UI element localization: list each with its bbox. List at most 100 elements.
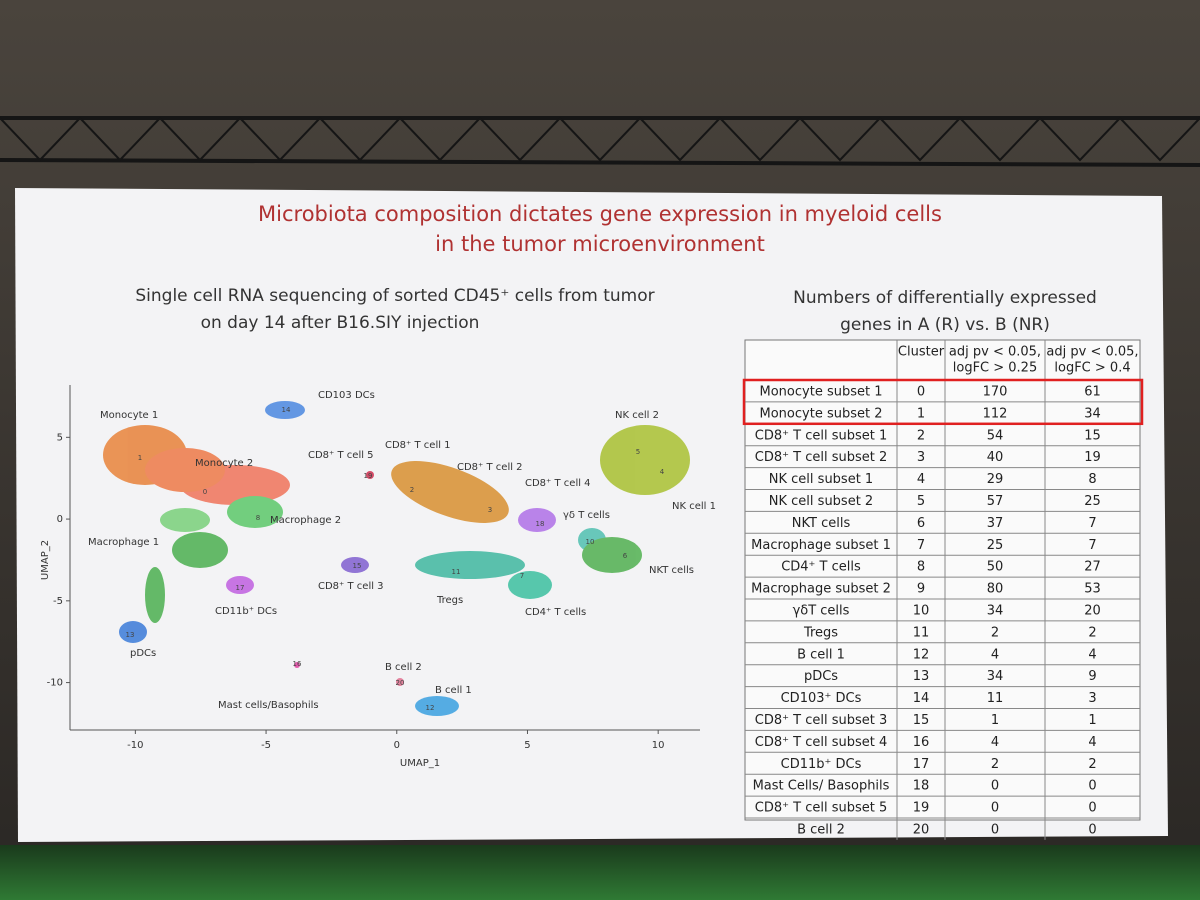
- table-cell: CD8⁺ T cell subset 2: [755, 450, 887, 465]
- y-tick-label: 5: [57, 432, 63, 443]
- cluster-number: 17: [236, 584, 245, 592]
- highlight-box: [742, 378, 1144, 426]
- table-cell: 20: [913, 822, 930, 837]
- cluster-number: 15: [353, 562, 362, 570]
- table-cell: 40: [987, 450, 1004, 465]
- table-cell: 2: [991, 757, 999, 772]
- table-cell: 19: [1084, 450, 1101, 465]
- table-cell: 50: [987, 560, 1004, 575]
- cluster-number: 0: [203, 488, 207, 496]
- table-cell: 57: [987, 494, 1004, 509]
- table-cell: 3: [1088, 691, 1096, 706]
- table-cell: 13: [913, 669, 930, 684]
- y-tick-label: -10: [47, 678, 63, 689]
- cluster-label: B cell 2: [385, 662, 422, 673]
- table-cell: 11: [987, 691, 1004, 706]
- subtitle: Single cell RNA sequencing of sorted CD4…: [135, 286, 654, 306]
- y-tick-label: -5: [53, 596, 63, 607]
- table-cell: 37: [987, 516, 1004, 531]
- cluster-label: Monocyte 1: [100, 410, 158, 421]
- cluster-label: CD8⁺ T cell 5: [308, 450, 374, 461]
- table-cell: 11: [913, 625, 930, 640]
- table-cell: 6: [917, 516, 925, 531]
- table-cell: 15: [1084, 428, 1101, 443]
- cluster-label: CD4⁺ T cells: [525, 607, 586, 618]
- table-cell: 4: [1088, 647, 1096, 662]
- table-cell: 10: [913, 603, 930, 618]
- cluster-label: Mast cells/Basophils: [218, 700, 319, 711]
- table-cell: 0: [991, 801, 999, 816]
- table-cell: 5: [917, 494, 925, 509]
- table-cell: CD4⁺ T cells: [781, 560, 861, 575]
- cluster-number: 5: [636, 448, 640, 456]
- table-cell: 34: [1084, 406, 1101, 421]
- table-cell: CD8⁺ T cell subset 1: [755, 428, 887, 443]
- table-header: adj pv < 0.05,: [1046, 345, 1138, 360]
- cluster-number: 12: [426, 704, 435, 712]
- table-cell: NKT cells: [792, 516, 851, 531]
- x-tick-label: 10: [652, 740, 665, 751]
- table-cell: 15: [913, 713, 930, 728]
- table-cell: 7: [1088, 516, 1096, 531]
- cluster-label: CD8⁺ T cell 2: [457, 462, 523, 473]
- table-cell: B cell 2: [797, 822, 845, 837]
- table-cell: 25: [987, 538, 1004, 553]
- cluster-label: Macrophage 2: [270, 515, 341, 526]
- cluster-label: NK cell 1: [672, 501, 716, 512]
- table-cell: 20: [1084, 603, 1101, 618]
- cluster-label: NK cell 2: [615, 410, 659, 421]
- subtitle: on day 14 after B16.SIY injection: [201, 313, 480, 333]
- table-cell: 4: [1088, 735, 1096, 750]
- table-cell: 0: [991, 822, 999, 837]
- table-cell: CD8⁺ T cell subset 3: [755, 713, 887, 728]
- table-cell: 4: [991, 647, 999, 662]
- umap-clusters: [103, 401, 690, 716]
- table-cell: NK cell subset 1: [769, 472, 873, 487]
- table-cell: 7: [1088, 538, 1096, 553]
- cluster-number: 13: [126, 631, 135, 639]
- table-cell: 29: [987, 472, 1004, 487]
- table-cell: 0: [1088, 801, 1096, 816]
- table-cell: 1: [991, 713, 999, 728]
- table-cell: 12: [913, 647, 930, 662]
- table-cell: 18: [913, 779, 930, 794]
- x-tick-label: -10: [127, 740, 143, 751]
- truss: [0, 116, 1200, 167]
- cluster-label: Macrophage 1: [88, 537, 159, 548]
- table-cell: 53: [1084, 582, 1101, 597]
- table-cell: CD8⁺ T cell subset 4: [755, 735, 887, 750]
- cluster-number: 19: [364, 472, 373, 480]
- cluster-number: 7: [520, 572, 524, 580]
- cluster-label: CD8⁺ T cell 1: [385, 440, 451, 451]
- table-cell: Macrophage subset 1: [751, 538, 891, 553]
- table-cell: 0: [1088, 822, 1096, 837]
- table-cell: 8: [917, 560, 925, 575]
- cluster-label: CD8⁺ T cell 3: [318, 581, 384, 592]
- table-cell: 170: [983, 384, 1008, 399]
- cluster-number: 4: [660, 468, 665, 476]
- table-cell: CD11b⁺ DCs: [781, 757, 862, 772]
- cluster-number: 11: [452, 568, 461, 576]
- table-cell: 14: [913, 691, 930, 706]
- table-cell: 112: [983, 406, 1008, 421]
- x-axis-label: UMAP_1: [400, 758, 440, 769]
- table-cell: 61: [1084, 384, 1101, 399]
- y-axis-label: UMAP_2: [40, 540, 51, 580]
- cluster-number: 10: [586, 538, 595, 546]
- stage-lights: [0, 845, 1200, 900]
- table-cell: NK cell subset 2: [769, 494, 873, 509]
- cluster-label: Tregs: [436, 595, 463, 606]
- table-cell: CD103⁺ DCs: [781, 691, 862, 706]
- cluster-label: NKT cells: [649, 565, 694, 576]
- cluster-number: 14: [282, 406, 291, 414]
- table-cell: 16: [913, 735, 930, 750]
- cluster-label: Monocyte 2: [195, 458, 253, 469]
- table-cell: Macrophage subset 2: [751, 582, 891, 597]
- table-cell: 8: [1088, 472, 1096, 487]
- table-header: logFC > 0.4: [1054, 361, 1130, 376]
- table-title: Numbers of differentially expressed: [793, 288, 1097, 308]
- table-cell: pDCs: [804, 669, 838, 684]
- table-cell: 34: [987, 669, 1004, 684]
- slide-title: in the tumor microenvironment: [435, 232, 765, 256]
